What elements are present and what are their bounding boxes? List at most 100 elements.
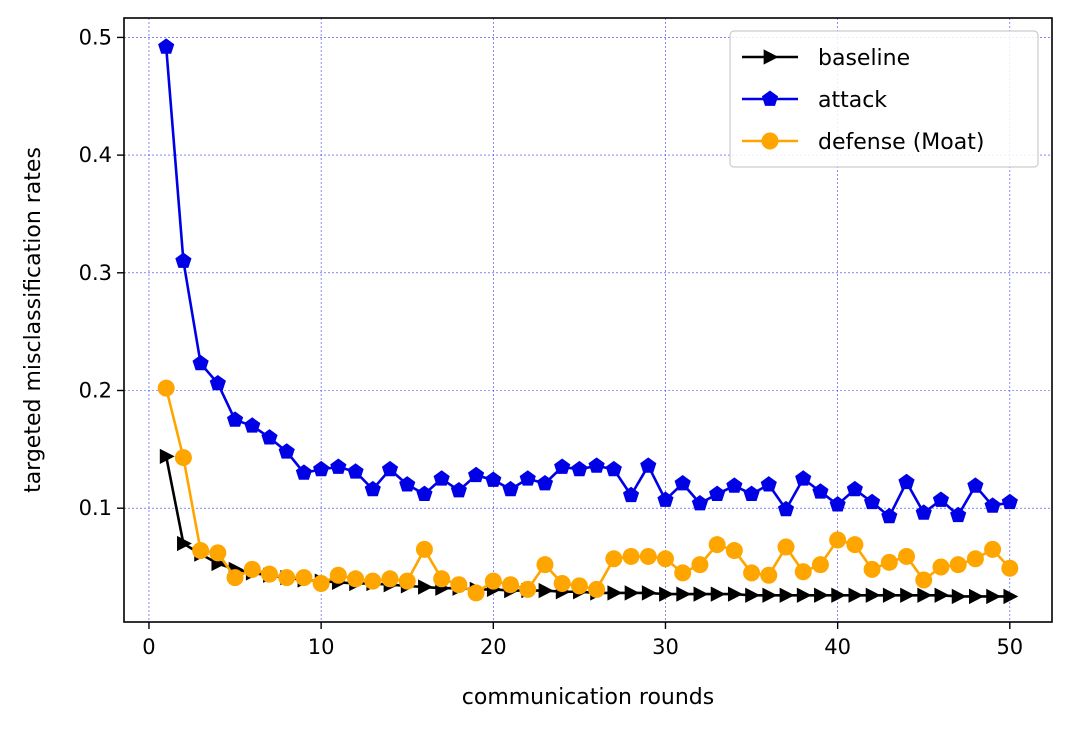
x-tick-label: 0 bbox=[142, 635, 155, 659]
data-point bbox=[709, 485, 726, 501]
data-point bbox=[605, 460, 622, 477]
data-point bbox=[624, 585, 640, 601]
data-point bbox=[175, 252, 192, 268]
series-defense bbox=[157, 379, 1019, 602]
data-point bbox=[917, 587, 933, 603]
data-point bbox=[433, 570, 451, 588]
data-point bbox=[174, 449, 192, 467]
data-point bbox=[710, 586, 726, 602]
legend-marker bbox=[761, 90, 779, 106]
data-point bbox=[261, 429, 278, 445]
data-point bbox=[659, 586, 674, 602]
data-point bbox=[934, 587, 950, 603]
data-point bbox=[588, 580, 606, 598]
data-point bbox=[950, 506, 967, 523]
legend-item: defense (Moat) bbox=[742, 130, 984, 155]
data-point bbox=[725, 542, 743, 560]
data-point bbox=[381, 570, 399, 588]
data-point bbox=[415, 540, 433, 558]
data-point bbox=[347, 570, 365, 588]
data-point bbox=[226, 569, 244, 587]
x-tick-label: 50 bbox=[996, 635, 1023, 659]
data-point bbox=[295, 464, 312, 480]
data-point bbox=[605, 550, 623, 568]
data-point bbox=[554, 458, 571, 474]
legend-marker bbox=[761, 132, 779, 150]
data-point bbox=[812, 483, 829, 499]
data-point bbox=[418, 579, 433, 595]
data-point bbox=[811, 556, 829, 574]
legend-box bbox=[729, 30, 1039, 168]
data-point bbox=[468, 466, 485, 483]
data-point bbox=[209, 544, 227, 562]
data-point bbox=[656, 550, 674, 568]
data-point bbox=[727, 586, 743, 602]
data-point bbox=[880, 553, 898, 571]
data-point bbox=[676, 586, 692, 602]
data-point bbox=[399, 476, 416, 492]
data-point bbox=[622, 486, 640, 503]
data-point bbox=[260, 565, 278, 583]
data-point bbox=[863, 560, 881, 578]
series-attack bbox=[158, 38, 1018, 524]
data-point bbox=[278, 443, 295, 459]
data-point bbox=[157, 379, 175, 397]
data-point bbox=[519, 580, 537, 598]
y-tick-label: 0.1 bbox=[79, 496, 112, 520]
legend: baseline attack defense (Moat) bbox=[729, 30, 1039, 168]
data-point bbox=[192, 354, 209, 371]
data-point bbox=[762, 587, 778, 603]
data-point bbox=[467, 584, 485, 602]
data-point bbox=[951, 588, 967, 605]
data-point bbox=[639, 547, 657, 565]
data-point bbox=[777, 538, 795, 556]
data-point bbox=[691, 494, 708, 511]
data-point bbox=[865, 587, 881, 603]
data-point bbox=[1003, 588, 1019, 605]
data-point bbox=[846, 480, 863, 497]
data-point bbox=[416, 485, 433, 501]
data-point bbox=[743, 485, 760, 501]
data-point bbox=[313, 460, 330, 477]
data-point bbox=[177, 535, 192, 552]
data-point bbox=[226, 411, 244, 427]
data-point bbox=[932, 491, 950, 507]
x-tick-label: 30 bbox=[652, 635, 679, 659]
data-point bbox=[881, 507, 898, 524]
data-point bbox=[159, 448, 175, 465]
data-point bbox=[536, 556, 554, 574]
data-point bbox=[312, 575, 330, 593]
data-point bbox=[484, 572, 502, 590]
data-point bbox=[726, 477, 743, 493]
data-point bbox=[674, 564, 692, 582]
data-point bbox=[622, 547, 640, 565]
data-point bbox=[158, 38, 175, 54]
data-point bbox=[864, 493, 881, 510]
data-point bbox=[691, 556, 709, 574]
data-point bbox=[882, 587, 898, 603]
data-point bbox=[760, 476, 777, 492]
data-point bbox=[330, 458, 347, 474]
data-point bbox=[932, 558, 950, 576]
data-point bbox=[795, 470, 812, 486]
data-point bbox=[779, 587, 795, 603]
data-point bbox=[278, 569, 296, 587]
data-point bbox=[657, 491, 674, 507]
data-point bbox=[745, 587, 761, 603]
data-point bbox=[364, 572, 382, 590]
plot-frame bbox=[123, 17, 1053, 623]
data-point bbox=[900, 587, 916, 603]
data-point bbox=[502, 576, 520, 594]
data-point bbox=[570, 577, 588, 595]
data-point bbox=[502, 480, 519, 497]
data-point bbox=[898, 547, 916, 565]
data-point bbox=[693, 586, 709, 602]
x-axis-label: communication rounds bbox=[462, 685, 714, 710]
data-point bbox=[295, 569, 313, 587]
y-tick-label: 0.5 bbox=[79, 25, 112, 49]
legend-label: defense (Moat) bbox=[818, 130, 984, 155]
data-point bbox=[898, 473, 915, 490]
data-point bbox=[829, 531, 847, 549]
legend-item: attack bbox=[742, 88, 887, 113]
